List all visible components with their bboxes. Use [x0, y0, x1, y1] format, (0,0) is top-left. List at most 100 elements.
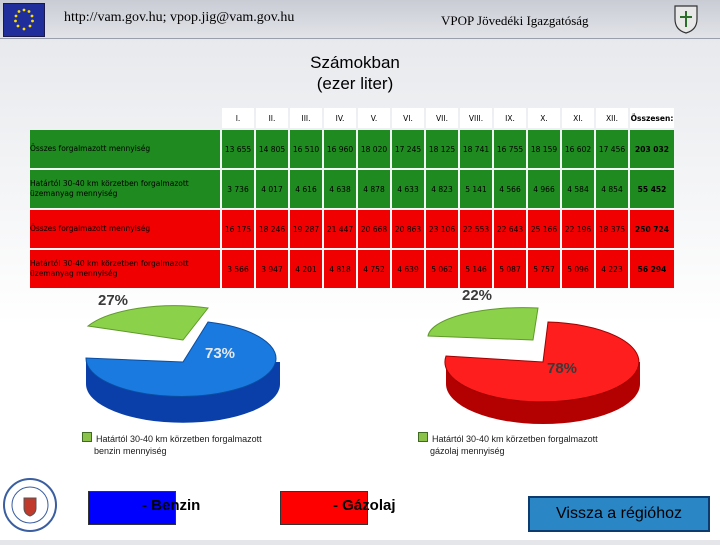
table-cell: 5 141: [460, 170, 492, 208]
table-cell: 18 375: [596, 210, 628, 248]
table-cell: 3 947: [256, 250, 288, 288]
column-header: XI.: [562, 108, 594, 128]
table-cell: 19 287: [290, 210, 322, 248]
gazolaj-large-percent: 78%: [547, 360, 578, 377]
eu-flag-icon: [3, 3, 45, 37]
table-cell: 5 096: [562, 250, 594, 288]
row-label: Összes forgalmazott mennyiség: [30, 130, 220, 168]
table-cell-total: 203 032: [630, 130, 674, 168]
back-to-region-button[interactable]: Vissza a régióhoz: [528, 496, 710, 532]
table-row: Határtól 30-40 km körzetben forgalmazott…: [30, 170, 674, 208]
legend-marker-icon: [82, 432, 92, 442]
table-cell: 17 245: [392, 130, 424, 168]
table-cell: 4 017: [256, 170, 288, 208]
benzin-pie-legend: Határtól 30-40 km körzetben forgalmazott…: [82, 432, 322, 457]
gazolaj-pie-large-slice: [444, 321, 640, 403]
table-cell: 22 196: [562, 210, 594, 248]
table-cell-total: 56 294: [630, 250, 674, 288]
table-cell: 4 223: [596, 250, 628, 288]
table-cell: 17 456: [596, 130, 628, 168]
table-cell: 13 655: [222, 130, 254, 168]
gazolaj-legend-label: - Gázolaj: [333, 497, 396, 514]
gazolaj-pie-chart: [427, 307, 640, 424]
column-header: IV.: [324, 108, 356, 128]
table-cell: 4 854: [596, 170, 628, 208]
table-cell: 5 757: [528, 250, 560, 288]
table-cell: 3 736: [222, 170, 254, 208]
data-table: I. II. III. IV. V. VI. VII. VIII. IX. X.…: [28, 106, 676, 290]
table-cell: 18 159: [528, 130, 560, 168]
row-label: Határtól 30-40 km körzetben forgalmazott…: [30, 170, 220, 208]
benzin-pie-small-slice: [86, 305, 209, 341]
column-header: I.: [222, 108, 254, 128]
table-cell: 16 175: [222, 210, 254, 248]
table-cell: 4 752: [358, 250, 390, 288]
table-cell: 22 643: [494, 210, 526, 248]
table-cell: 20 668: [358, 210, 390, 248]
table-cell: 18 020: [358, 130, 390, 168]
gazolaj-pie-legend: Határtól 30-40 km körzetben forgalmazott…: [418, 432, 658, 457]
table-cell: 16 960: [324, 130, 356, 168]
table-cell: 5 087: [494, 250, 526, 288]
table-row: Összes forgalmazott mennyiség 13 655 14 …: [30, 130, 674, 168]
table-cell: 16 510: [290, 130, 322, 168]
table-row: Összes forgalmazott mennyiség 16 175 18 …: [30, 210, 674, 248]
table-row: Határtól 30-40 km körzetben forgalmazott…: [30, 250, 674, 288]
table-cell: 3 566: [222, 250, 254, 288]
table-cell: 18 246: [256, 210, 288, 248]
table-cell: 4 823: [426, 170, 458, 208]
table-cell: 4 818: [324, 250, 356, 288]
header-url[interactable]: http://vam.gov.hu; vpop.jig@vam.gov.hu: [64, 10, 295, 25]
benzin-small-percent: 27%: [98, 292, 129, 309]
table-cell: 5 062: [426, 250, 458, 288]
header-organization: VPOP Jövedéki Igazgatóság: [441, 13, 589, 28]
table-cell: 4 639: [392, 250, 424, 288]
seal-icon: [0, 470, 60, 540]
table-cell-total: 55 452: [630, 170, 674, 208]
table-cell: 4 616: [290, 170, 322, 208]
row-label: Határtól 30-40 km körzetben forgalmazott…: [30, 250, 220, 288]
table-cell: 4 633: [392, 170, 424, 208]
legend-text: benzin mennyiség: [94, 446, 167, 456]
table-cell: 25 166: [528, 210, 560, 248]
legend-text: Határtól 30-40 km körzetben forgalmazott: [96, 434, 262, 444]
gazolaj-color-swatch: [280, 491, 368, 525]
table-cell: 4 878: [358, 170, 390, 208]
coat-of-arms-icon: [671, 3, 701, 35]
benzin-color-swatch: [88, 491, 176, 525]
page-title: Számokban (ezer liter): [240, 52, 470, 94]
table-cell: 23 106: [426, 210, 458, 248]
table-cell: 18 125: [426, 130, 458, 168]
gazolaj-small-percent: 22%: [462, 287, 493, 304]
column-header: III.: [290, 108, 322, 128]
table-cell: 4 566: [494, 170, 526, 208]
column-header: X.: [528, 108, 560, 128]
table-cell: 4 584: [562, 170, 594, 208]
table-cell: 4 201: [290, 250, 322, 288]
legend-text: Határtól 30-40 km körzetben forgalmazott: [432, 434, 598, 444]
legend-text: gázolaj mennyiség: [430, 446, 505, 456]
column-header: VI.: [392, 108, 424, 128]
table-cell: 20 863: [392, 210, 424, 248]
column-header: XII.: [596, 108, 628, 128]
benzin-large-percent: 73%: [205, 345, 236, 362]
title-line-2: (ezer liter): [316, 74, 394, 93]
column-header: V.: [358, 108, 390, 128]
gazolaj-pie-small-slice: [427, 307, 539, 341]
table-header-row: I. II. III. IV. V. VI. VII. VIII. IX. X.…: [30, 108, 674, 128]
column-header: IX.: [494, 108, 526, 128]
table-cell: 22 553: [460, 210, 492, 248]
header-bar: http://vam.gov.hu; vpop.jig@vam.gov.hu V…: [0, 0, 720, 39]
column-header: VII.: [426, 108, 458, 128]
table-cell: 5 146: [460, 250, 492, 288]
table-cell: 16 602: [562, 130, 594, 168]
benzin-pie-chart: [85, 305, 280, 423]
table-cell: 4 638: [324, 170, 356, 208]
row-label: Összes forgalmazott mennyiség: [30, 210, 220, 248]
benzin-pie-large-slice: [85, 321, 277, 397]
title-line-1: Számokban: [310, 53, 400, 72]
table-cell: 4 966: [528, 170, 560, 208]
table-cell: 14 805: [256, 130, 288, 168]
table-cell: 21 447: [324, 210, 356, 248]
benzin-legend-label: - Benzin: [142, 497, 201, 514]
